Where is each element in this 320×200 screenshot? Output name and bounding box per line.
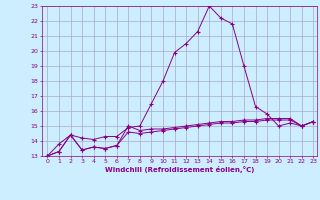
X-axis label: Windchill (Refroidissement éolien,°C): Windchill (Refroidissement éolien,°C) — [105, 166, 254, 173]
